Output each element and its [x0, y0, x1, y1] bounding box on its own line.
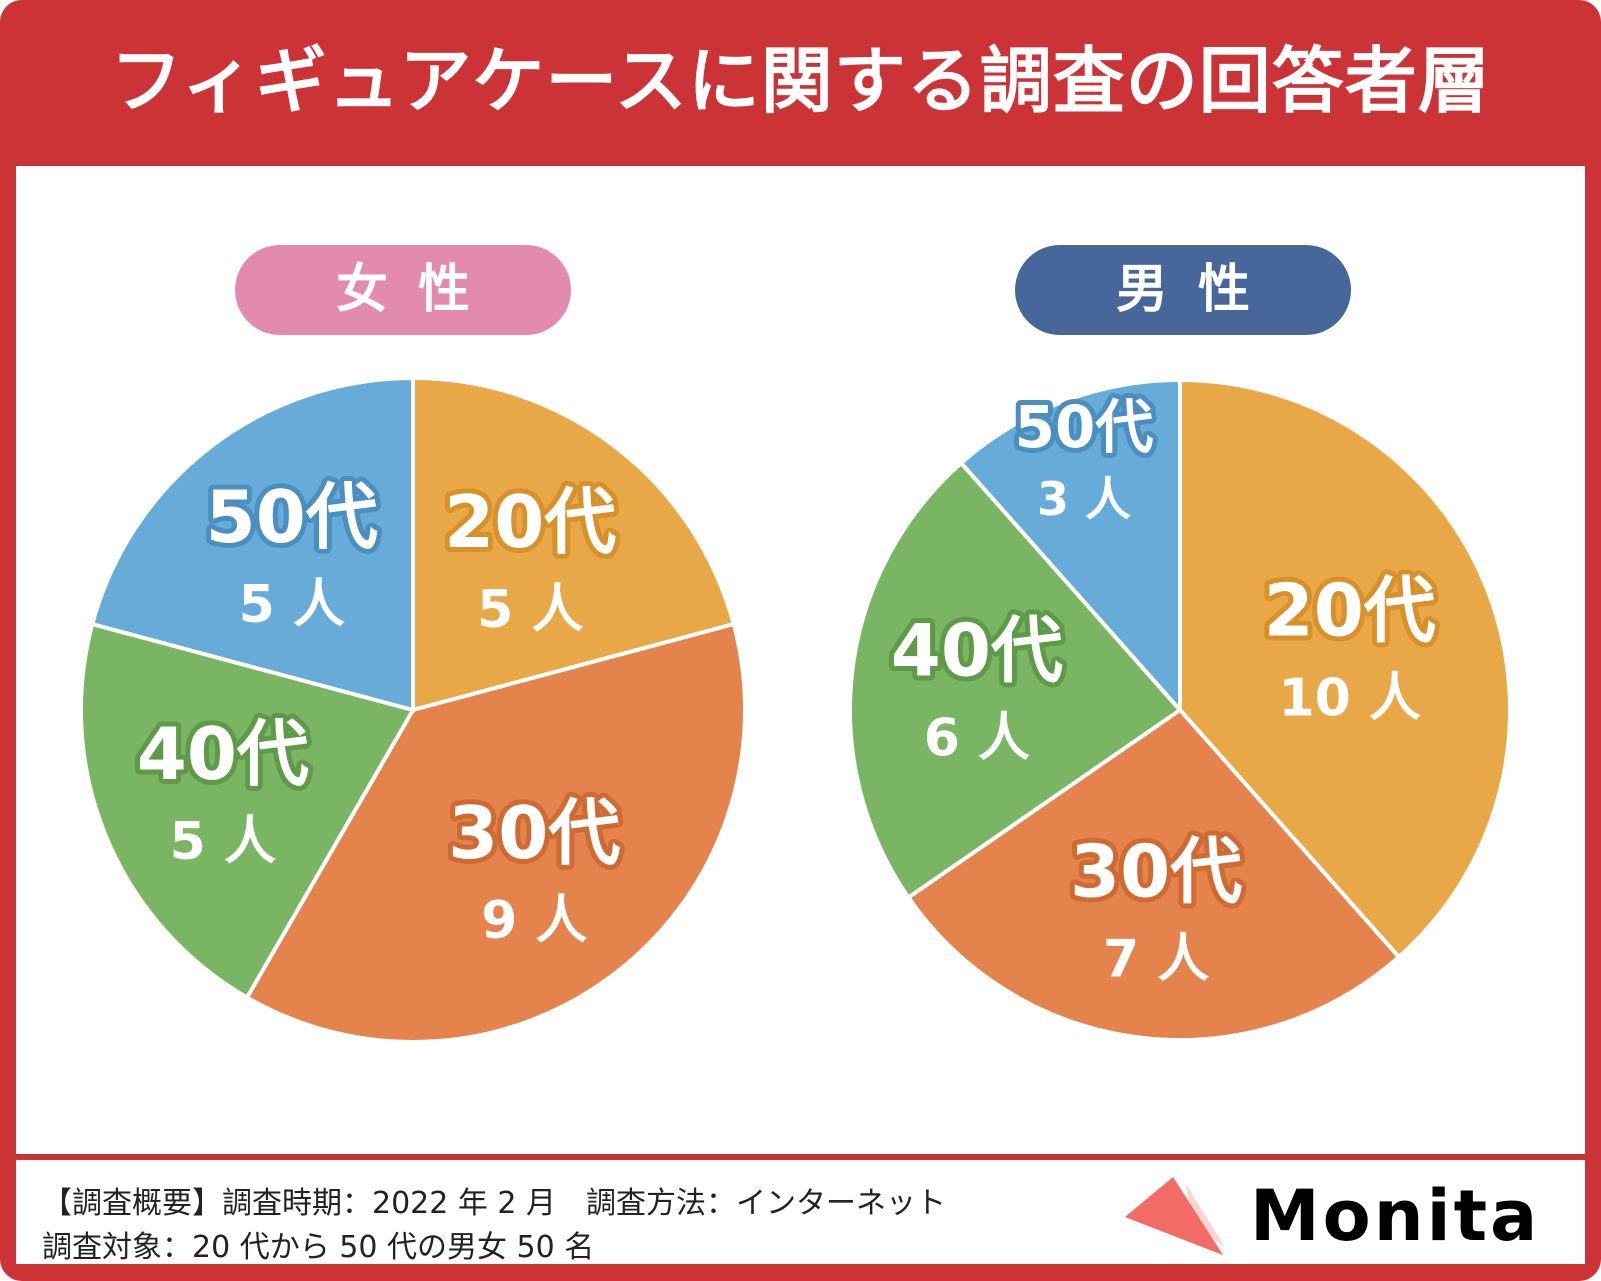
footer-survey-line2: 調査対象：20 代から 50 代の男女 50 名	[42, 1230, 595, 1265]
slice-category-label: 50代	[206, 475, 378, 559]
pie-slice-female-40代	[79, 621, 417, 1001]
pie-slice-male-50代	[958, 377, 1182, 716]
slice-category-label: 50代	[1015, 393, 1154, 461]
pie-slice-female-50代	[89, 375, 415, 713]
pie-slice-male-30代	[905, 707, 1402, 1042]
slice-value-label: 9 人	[481, 891, 587, 951]
slice-value-label: 5 人	[477, 580, 583, 640]
logo-text: Monita	[1250, 1175, 1541, 1257]
slice-value-label: 3 人	[1037, 472, 1131, 526]
pie-slice-female-20代	[411, 375, 737, 713]
slice-category-label: 20代	[1264, 569, 1436, 653]
logo-triangle-icon	[1125, 1177, 1225, 1255]
slice-value-label: 10 人	[1278, 669, 1420, 729]
slice-value-label: 7 人	[1103, 930, 1209, 990]
slice-category-label: 20代	[444, 480, 616, 564]
slice-category-label: 30代	[1070, 830, 1242, 914]
slice-value-label: 5 人	[239, 575, 345, 635]
female-label: 女性	[235, 245, 571, 335]
footer-divider	[16, 1154, 1585, 1160]
slice-category-label: 40代	[891, 608, 1063, 692]
page-title: フィギュアケースに関する調査の回答者層	[110, 39, 1491, 123]
slice-value-label: 6 人	[924, 708, 1030, 768]
male-label: 男性	[1015, 245, 1351, 335]
slice-value-label: 5 人	[170, 812, 276, 872]
footer-survey-line1: 【調査概要】調査時期：2022 年 2 月 調査方法：インターネット	[42, 1186, 947, 1221]
pie-slice-male-20代	[1178, 377, 1512, 960]
monita-logo: Monita	[1125, 1175, 1545, 1265]
pie-slice-male-40代	[848, 460, 1183, 901]
slice-category-label: 30代	[448, 791, 620, 875]
slice-category-label: 40代	[137, 712, 309, 796]
pie-slice-female-30代	[244, 621, 747, 1044]
